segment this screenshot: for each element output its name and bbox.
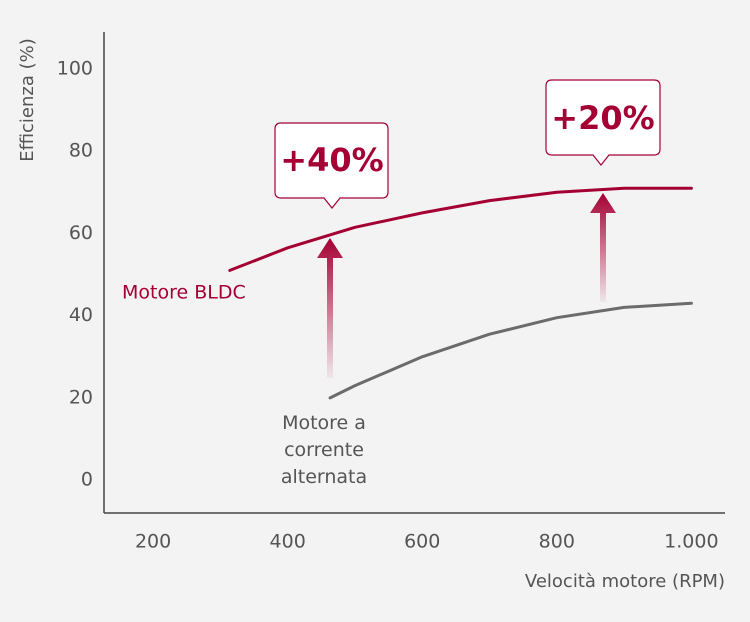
annotation: +40% [280, 141, 383, 179]
x-tick-label: 600 [404, 531, 440, 553]
x-tick-label: 800 [539, 531, 575, 553]
series-label: Motore BLDC [122, 282, 246, 304]
y-tick-label: 60 [69, 222, 93, 244]
y-tick-label: 40 [69, 304, 93, 326]
y-tick-label: 100 [57, 58, 93, 80]
x-tick-label: 1.000 [664, 531, 718, 553]
series-line [228, 186, 693, 272]
x-tick-label: 200 [135, 531, 171, 553]
annotation: +20% [551, 99, 654, 137]
y-tick-label: 0 [81, 469, 93, 491]
arrow [590, 193, 616, 302]
x-tick-label: 400 [270, 531, 306, 553]
series-label: Motore a corrente alternata [280, 412, 368, 488]
series-line [328, 301, 693, 400]
y-tick-label: 20 [69, 386, 93, 408]
arrow [317, 238, 343, 378]
callout-box [545, 79, 661, 166]
y-axis-label: Efficienza (%) [17, 38, 38, 162]
y-tick-label: 80 [69, 140, 93, 162]
callout-box [274, 122, 389, 209]
x-axis-label: Velocità motore (RPM) [525, 571, 725, 592]
